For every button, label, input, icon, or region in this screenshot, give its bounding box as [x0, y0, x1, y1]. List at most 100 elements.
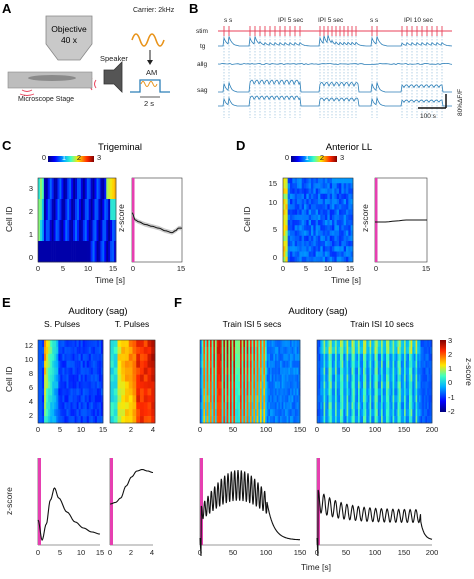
heatmap-f-5s-cell — [243, 388, 246, 396]
heatmap-c-cell — [80, 241, 84, 263]
heatmap-e-s-cell — [52, 395, 55, 403]
heatmap-f-5s-cell — [245, 353, 247, 362]
heatmap-f-5s-cell — [256, 367, 259, 375]
heatmap-f-5s-cell — [260, 388, 262, 396]
heatmap-e-s-cell — [60, 402, 63, 410]
heatmap-f-10s-cell — [317, 402, 319, 410]
heatmap-f-5s-cell — [211, 340, 214, 348]
heatmap-d-cell — [339, 214, 342, 221]
heatmap-d-cell — [304, 209, 307, 216]
heatmap-f-5s-cell — [268, 395, 271, 403]
heatmap-f-10s-cell — [341, 402, 344, 410]
zlabel-e: z-score — [4, 487, 14, 515]
heatmap-c-cell — [51, 199, 54, 221]
heatmap-e-t-cell — [143, 388, 148, 396]
heatmap-f-10s-cell — [428, 353, 431, 362]
heatmap-d-cell — [290, 204, 293, 210]
heatmap-f-10s-cell — [397, 409, 400, 417]
heatmap-e-t-cell — [110, 340, 115, 348]
heatmap-e-s-cell — [76, 409, 79, 417]
heatmap-e-s-cell — [90, 416, 94, 424]
heatmap-f-5s-cell — [248, 409, 251, 417]
heatmap-c-cell — [57, 199, 60, 221]
heatmap-f-5s-cell — [228, 388, 231, 396]
heatmap-e-s-cell — [50, 402, 53, 410]
heatmap-d-cell — [311, 256, 314, 263]
heatmap-d-cell — [287, 193, 291, 200]
heatmap-f-10s-cell — [392, 388, 395, 396]
heatmap-f-10s-cell — [397, 367, 400, 375]
heatmap-e-s-cell — [38, 367, 41, 375]
heatmap-d-cell — [332, 204, 335, 210]
heatmap-d-cell — [290, 235, 293, 242]
heatmap-f-5s-cell — [228, 374, 231, 382]
heatmap-d-cell — [285, 193, 288, 200]
f-10s-mean-trace — [316, 489, 433, 557]
heatmap-f-5s-cell — [235, 360, 237, 368]
heatmap-f-10s-cell — [394, 346, 397, 355]
heatmap-f-5s-cell — [285, 367, 287, 375]
heatmap-f-10s-cell — [328, 346, 331, 355]
heatmap-f-5s-cell — [288, 340, 291, 348]
heatmap-f-10s-cell — [343, 374, 346, 382]
heatmap-f-5s-cell — [263, 402, 266, 410]
heatmap-f-10s-cell — [399, 388, 402, 396]
heatmap-f-10s-cell — [367, 360, 370, 368]
heatmap-f-5s-cell — [223, 367, 226, 375]
heatmap-f-10s-cell — [402, 395, 405, 403]
heatmap-f-5s-cell — [275, 402, 277, 410]
heatmap-f-5s-cell — [275, 353, 277, 362]
heatmap-d-cell — [339, 199, 342, 205]
heatmap-f-5s-cell — [231, 367, 234, 375]
heatmap-f-5s-cell — [250, 340, 252, 348]
heatmap-f-10s-cell — [409, 353, 411, 362]
heatmap-f-10s-cell — [363, 353, 365, 362]
heatmap-f-5s-cell — [233, 340, 236, 348]
heatmap-d-cell — [327, 204, 330, 210]
heatmap-f-10s-cell — [367, 409, 370, 417]
heatmap-f-10s-cell — [363, 388, 365, 396]
heatmap-f-5s-cell — [278, 367, 281, 375]
heatmap-c-cell — [100, 199, 103, 221]
heatmap-f-5s-cell — [210, 409, 212, 417]
heatmap-d-cell — [350, 193, 354, 200]
heatmap-f-10s-cell — [428, 388, 431, 396]
heatmap-d-cell — [320, 204, 323, 210]
heatmap-e-s-cell — [40, 409, 43, 417]
heatmap-f-10s-cell — [372, 367, 375, 375]
heatmap-d-cell — [325, 209, 328, 216]
heatmap-d-cell — [292, 209, 295, 216]
heatmap-f-10s-cell — [351, 367, 354, 375]
heatmap-e-s-cell — [42, 381, 45, 389]
heatmap-e-s-cell — [72, 346, 75, 355]
heatmap-e-t-cell — [125, 381, 130, 389]
c2-time-tick-0: 0 — [131, 264, 135, 273]
heatmap-f-10s-cell — [400, 353, 403, 362]
heatmap-f-10s-cell — [407, 409, 410, 417]
heatmap-f-5s-cell — [293, 353, 296, 362]
heatmap-c-cell — [78, 241, 82, 263]
heatmap-d-cell — [301, 214, 305, 221]
heatmap-f-10s-cell — [325, 388, 328, 396]
heatmap-d-cell — [283, 209, 286, 216]
heatmap-d-cell — [311, 230, 314, 237]
heatmap-f-5s-cell — [235, 353, 237, 362]
heatmap-f-10s-cell — [422, 409, 425, 417]
heatmap-f-5s-cell — [213, 374, 216, 382]
heatmap-f-5s-cell — [225, 353, 227, 362]
heatmap-f-10s-cell — [389, 409, 392, 417]
heatmap-e-s-cell — [56, 388, 59, 396]
heatmap-e-s-cell — [88, 353, 92, 362]
heatmap-f-10s-cell — [402, 388, 405, 396]
heatmap-f-10s-cell — [356, 340, 359, 348]
f4-time-tick-0: 0 — [315, 548, 319, 557]
heatmap-f-10s-cell — [420, 360, 423, 368]
heatmap-e-s-cell — [96, 346, 100, 355]
heatmap-e-s-cell — [90, 360, 94, 368]
heatmap-f-10s-cell — [367, 388, 370, 396]
heatmap-f-5s-cell — [200, 381, 202, 389]
heatmap-f-10s-cell — [405, 395, 408, 403]
heatmap-d-cell — [346, 241, 349, 247]
heatmap-e-t-cell — [128, 416, 133, 424]
heatmap-f-10s-cell — [374, 353, 377, 362]
